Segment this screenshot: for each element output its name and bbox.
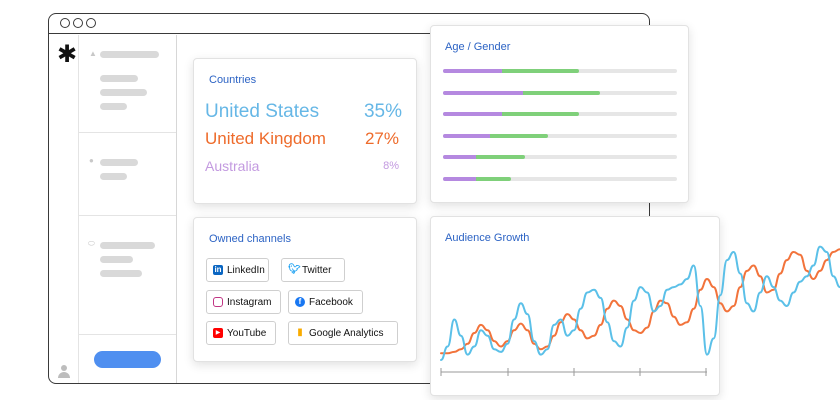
user-icon[interactable] bbox=[58, 365, 70, 378]
sidebar-item-placeholder[interactable] bbox=[100, 256, 133, 263]
age-gender-bar-male bbox=[475, 176, 511, 181]
age-gender-bar-male bbox=[489, 133, 549, 138]
age-gender-card-title: Age / Gender bbox=[445, 41, 511, 53]
audience-growth-card-title: Audience Growth bbox=[445, 232, 530, 244]
circle-icon: ● bbox=[89, 156, 94, 165]
sidebar-item-placeholder[interactable] bbox=[100, 173, 127, 180]
country-percent: 8% bbox=[383, 160, 399, 172]
age-gender-bar-female bbox=[443, 133, 490, 138]
sidebar-item-placeholder[interactable] bbox=[100, 51, 159, 58]
sidebar-item-placeholder[interactable] bbox=[100, 75, 138, 82]
age-gender-bar-female bbox=[443, 112, 502, 116]
age-gender-bar-track bbox=[443, 155, 677, 159]
country-name: United Kingdom bbox=[205, 129, 326, 148]
channel-chip-linkedin[interactable]: in LinkedIn bbox=[206, 258, 269, 282]
age-gender-bar-male bbox=[501, 112, 579, 116]
age-gender-bar-male bbox=[475, 155, 525, 159]
age-gender-bar-track bbox=[443, 112, 677, 116]
instagram-icon bbox=[213, 297, 223, 307]
linkedin-icon: in bbox=[213, 265, 223, 275]
channel-chip-label: YouTube bbox=[227, 327, 267, 339]
youtube-icon: ▶ bbox=[213, 328, 223, 338]
age-gender-bar-female bbox=[443, 90, 523, 95]
sidebar-item-placeholder[interactable] bbox=[100, 242, 155, 249]
country-name: United States bbox=[205, 101, 320, 122]
channel-chip-label: LinkedIn bbox=[227, 264, 265, 276]
icon-rail: ✱ bbox=[49, 35, 79, 383]
country-percent: 27% bbox=[364, 129, 399, 148]
age-gender-bar-female bbox=[443, 176, 476, 181]
age-gender-bar-female bbox=[443, 69, 502, 73]
channel-chip-label: Instagram bbox=[227, 296, 272, 308]
country-percent: 35% bbox=[363, 101, 402, 122]
sidebar: ✱ ▲ ● ⬭ bbox=[49, 35, 177, 383]
sidebar-item-placeholder[interactable] bbox=[100, 159, 138, 166]
sidebar-item-placeholder[interactable] bbox=[100, 103, 127, 110]
growth-line-blue bbox=[440, 245, 840, 361]
channel-chip-google-analytics[interactable]: ▮ Google Analytics bbox=[288, 321, 398, 345]
age-gender-bar-female bbox=[443, 155, 476, 159]
growth-line-orange bbox=[440, 248, 840, 355]
age-gender-bar-track bbox=[443, 133, 677, 138]
owned-channels-card-title: Owned channels bbox=[209, 233, 291, 245]
countries-card: Countries United States 35% United Kingd… bbox=[193, 58, 417, 204]
age-gender-bar-male bbox=[501, 69, 579, 73]
countries-card-title: Countries bbox=[209, 74, 257, 86]
age-gender-bar-male bbox=[522, 90, 600, 95]
facebook-icon: f bbox=[295, 297, 305, 307]
sidebar-divider bbox=[79, 334, 176, 336]
owned-channels-card: Owned channels in LinkedIn 🐦︎ Twitter In… bbox=[193, 217, 417, 362]
google-analytics-icon: ▮ bbox=[297, 327, 303, 338]
channel-chip-label: Google Analytics bbox=[309, 327, 384, 339]
channel-chip-twitter[interactable]: 🐦︎ Twitter bbox=[281, 258, 345, 282]
channel-chip-label: Facebook bbox=[309, 296, 353, 308]
country-name: Australia bbox=[205, 158, 260, 174]
logo-asterisk-icon[interactable]: ✱ bbox=[57, 41, 78, 68]
sidebar-item-placeholder[interactable] bbox=[100, 270, 142, 277]
age-gender-bar-track bbox=[443, 176, 677, 181]
window-close-button[interactable] bbox=[60, 18, 70, 28]
sidebar-item-placeholder[interactable] bbox=[100, 89, 147, 96]
window-minimize-button[interactable] bbox=[73, 18, 83, 28]
age-gender-card: Age / Gender bbox=[430, 25, 689, 203]
audience-growth-card: Audience Growth bbox=[430, 216, 720, 396]
channel-chip-facebook[interactable]: f Facebook bbox=[288, 290, 363, 314]
triangle-icon: ▲ bbox=[89, 49, 97, 58]
age-gender-bar-track bbox=[443, 90, 677, 95]
channel-chip-youtube[interactable]: ▶ YouTube bbox=[206, 321, 276, 345]
twitter-icon: 🐦︎ bbox=[288, 264, 301, 275]
channel-chip-label: Twitter bbox=[302, 264, 332, 276]
sidebar-divider bbox=[79, 215, 176, 217]
window-titlebar bbox=[49, 14, 649, 34]
primary-action-button[interactable] bbox=[94, 351, 161, 368]
sidebar-divider bbox=[79, 132, 176, 134]
channel-chip-instagram[interactable]: Instagram bbox=[206, 290, 281, 314]
age-gender-bar-track bbox=[443, 69, 677, 73]
tag-icon: ⬭ bbox=[88, 239, 95, 248]
window-maximize-button[interactable] bbox=[86, 18, 96, 28]
